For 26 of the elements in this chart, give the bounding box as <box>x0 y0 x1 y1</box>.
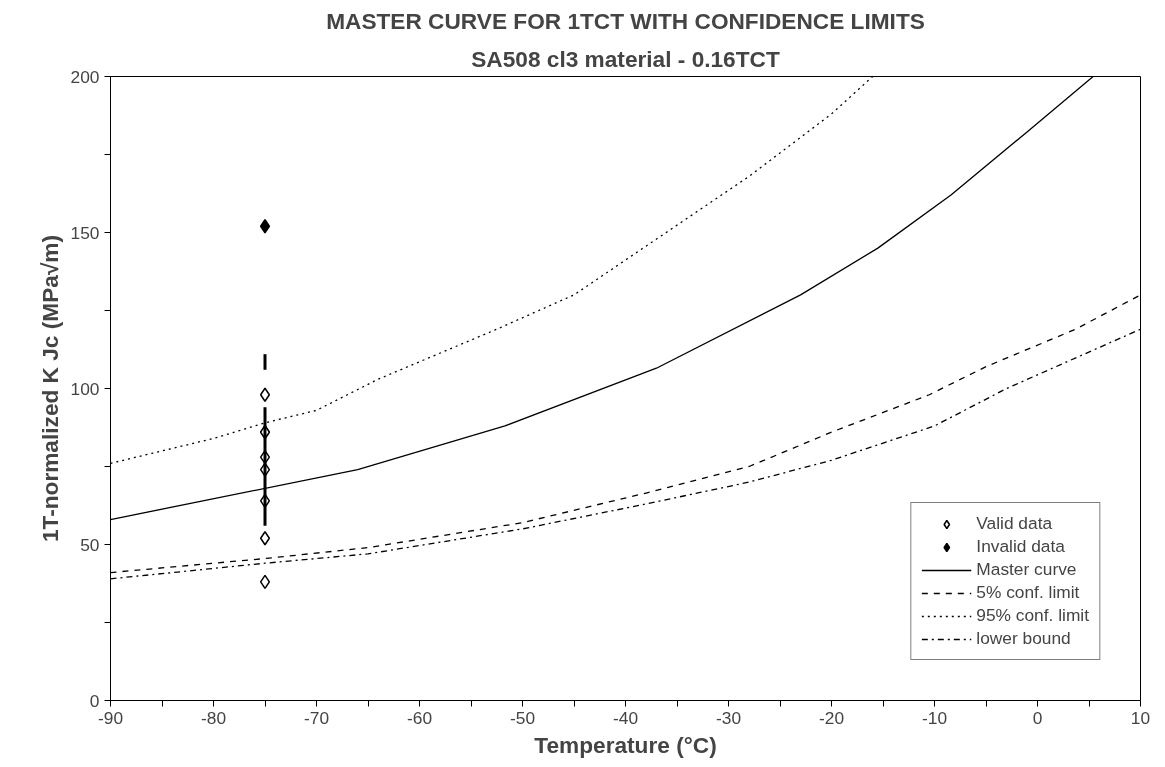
y-tick-label: 100 <box>70 378 100 399</box>
legend-label: 95% conf. limit <box>976 605 1089 626</box>
chart-subtitle: SA508 cl3 material - 0.16TCT <box>471 45 780 72</box>
x-tick-label: -30 <box>715 707 742 728</box>
legend-label: lower bound <box>976 628 1071 649</box>
x-tick-label: -90 <box>97 707 124 728</box>
y-tick-label: 150 <box>70 222 100 243</box>
y-tick-label: 200 <box>70 66 100 87</box>
legend-label: Invalid data <box>976 536 1065 557</box>
x-tick-label: -20 <box>818 707 845 728</box>
legend-label: Valid data <box>976 513 1053 534</box>
x-tick-label: -70 <box>303 707 330 728</box>
x-tick-label: 10 <box>1130 707 1151 728</box>
legend-label: 5% conf. limit <box>976 582 1080 603</box>
x-tick-label: -50 <box>509 707 536 728</box>
y-tick-label: 50 <box>80 534 100 555</box>
x-axis-title: Temperature (°C) <box>534 731 717 758</box>
x-tick-label: -80 <box>200 707 227 728</box>
y-axis-title: 1T-normalized K Jc (MPa√m) <box>36 234 63 543</box>
x-tick-label: 0 <box>1032 707 1043 728</box>
legend-label: Master curve <box>976 559 1077 580</box>
x-tick-label: -10 <box>921 707 948 728</box>
y-tick-label: 0 <box>89 690 100 711</box>
x-tick-label: -60 <box>406 707 433 728</box>
x-tick-label: -40 <box>612 707 639 728</box>
chart-title: MASTER CURVE FOR 1TCT WITH CONFIDENCE LIMITS <box>326 7 925 34</box>
